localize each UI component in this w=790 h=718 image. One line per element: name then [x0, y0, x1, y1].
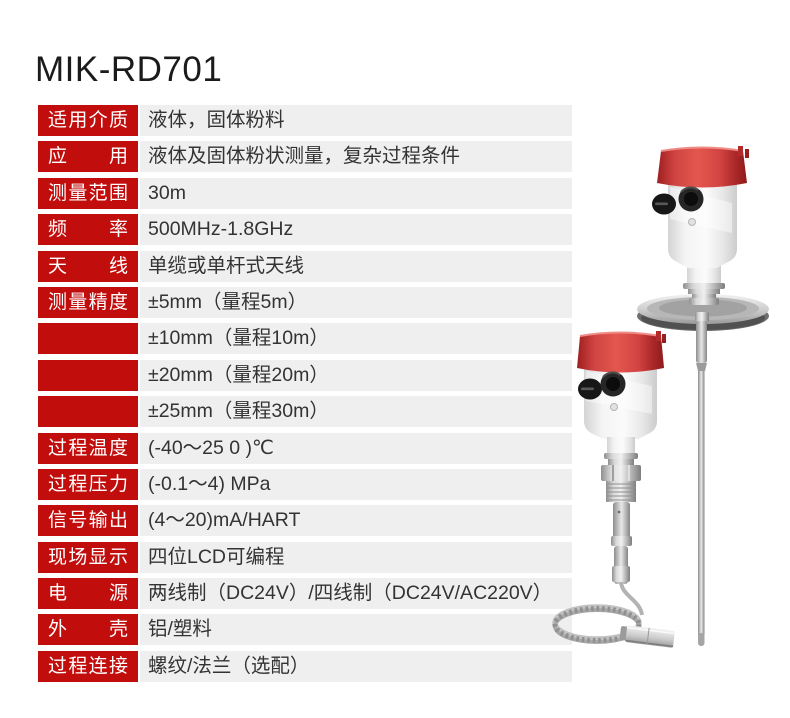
spec-label: 天线	[38, 250, 138, 282]
product-photo	[552, 146, 769, 648]
spec-value: (4～20)mA/HART	[140, 505, 572, 537]
spec-label: 信号输出	[38, 505, 138, 537]
spec-row: ±20mm（量程20m）	[38, 359, 572, 391]
spec-value: 四位LCD可编程	[140, 541, 572, 573]
spec-row: 过程温度 (-40～25 0 )℃	[38, 432, 572, 464]
spec-value: 铝/塑料	[140, 614, 572, 646]
spec-label: 过程温度	[38, 432, 138, 464]
spec-value: 液体及固体粉状测量，复杂过程条件	[140, 141, 572, 173]
spec-value: 螺纹/法兰（选配）	[140, 650, 572, 682]
spec-row: 测量精度 ±5mm（量程5m）	[38, 286, 572, 318]
spec-label: 过程连接	[38, 650, 138, 682]
spec-label: 测量范围	[38, 177, 138, 209]
spec-value: 500MHz-1.8GHz	[140, 214, 572, 246]
spec-row: 测量范围 30m	[38, 177, 572, 209]
spec-row: 天线 单缆或单杆式天线	[38, 250, 572, 282]
spec-row: 信号输出 (4～20)mA/HART	[38, 505, 572, 537]
spec-row: ±25mm（量程30m）	[38, 396, 572, 428]
spec-row: ±10mm（量程10m）	[38, 323, 572, 355]
spec-table: 适用介质 液体，固体粉料 应用 液体及固体粉状测量，复杂过程条件 测量范围 30m 频…	[38, 105, 572, 682]
spec-value: 两线制（DC24V）/四线制（DC24V/AC220V）	[140, 578, 572, 610]
spec-label: 适用介质	[38, 105, 138, 136]
spec-row: 外壳 铝/塑料	[38, 614, 572, 646]
page-title: MIK-RD701	[35, 50, 223, 89]
spec-value: ±25mm（量程30m）	[140, 396, 572, 428]
spec-row: 电源 两线制（DC24V）/四线制（DC24V/AC220V）	[38, 578, 572, 610]
spec-value: 液体，固体粉料	[140, 105, 572, 136]
spec-row: 现场显示 四位LCD可编程	[38, 541, 572, 573]
spec-label: 电源	[38, 578, 138, 610]
spec-value: 30m	[140, 177, 572, 209]
sensor-rod-antenna-image	[637, 146, 769, 646]
spec-value: ±5mm（量程5m）	[140, 286, 572, 318]
spec-row: 频率 500MHz-1.8GHz	[38, 214, 572, 246]
spec-row: 应用 液体及固体粉状测量，复杂过程条件	[38, 141, 572, 173]
spec-value: (-0.1～4) MPa	[140, 468, 572, 500]
spec-label: 现场显示	[38, 541, 138, 573]
spec-label: 外壳	[38, 614, 138, 646]
spec-row: 过程连接 螺纹/法兰（选配）	[38, 650, 572, 682]
spec-label: 过程压力	[38, 468, 138, 500]
spec-row: 过程压力 (-0.1～4) MPa	[38, 468, 572, 500]
spec-label	[38, 359, 138, 391]
spec-label	[38, 323, 138, 355]
spec-value: ±10mm（量程10m）	[140, 323, 572, 355]
spec-value: 单缆或单杆式天线	[140, 250, 572, 282]
spec-label: 应用	[38, 141, 138, 173]
spec-label	[38, 396, 138, 428]
spec-label: 频率	[38, 214, 138, 246]
spec-label: 测量精度	[38, 286, 138, 318]
spec-value: (-40～25 0 )℃	[140, 432, 572, 464]
sensor-cable-antenna-image	[552, 331, 675, 648]
spec-value: ±20mm（量程20m）	[140, 359, 572, 391]
spec-row: 适用介质 液体，固体粉料	[38, 105, 572, 136]
